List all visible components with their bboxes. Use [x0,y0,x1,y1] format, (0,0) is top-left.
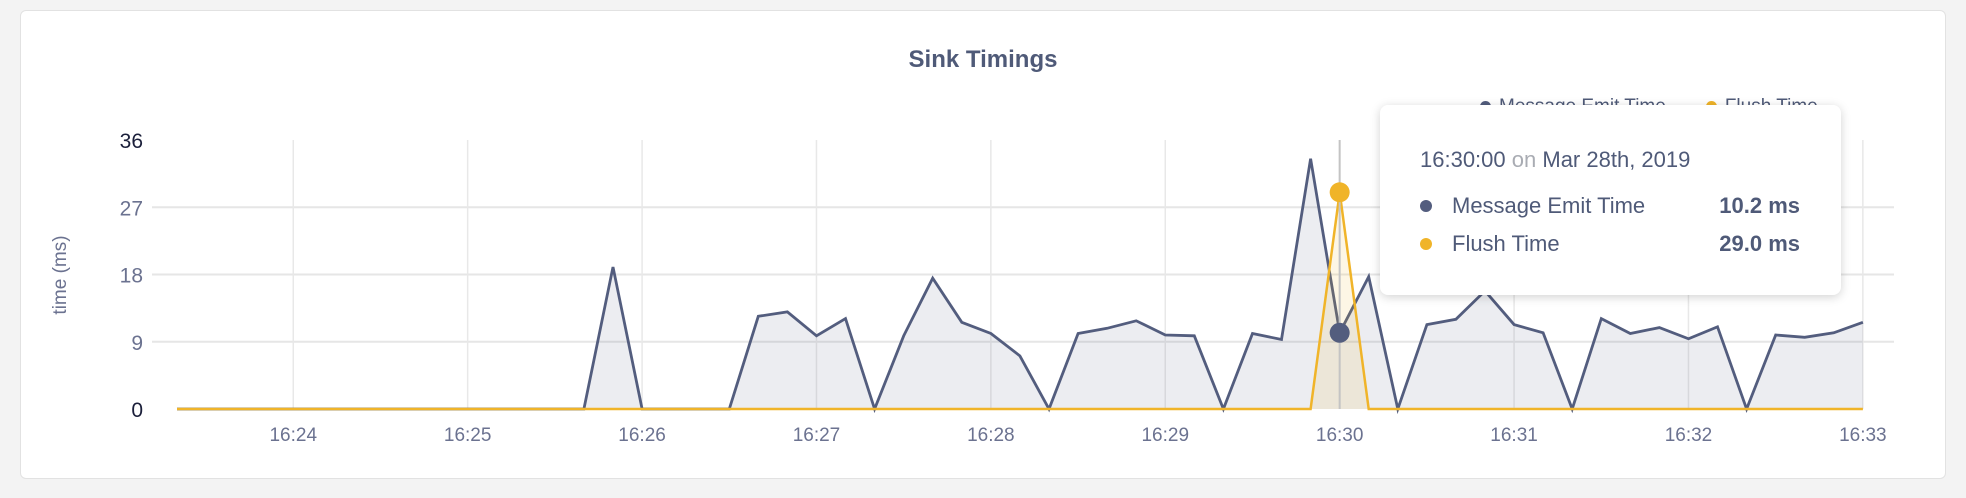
y-tick-label: 27 [120,197,143,220]
hover-point [1329,322,1350,343]
y-tick-label: 36 [120,130,143,153]
series-dot-icon [1420,200,1432,212]
y-tick-label: 0 [131,399,143,422]
series-dot-icon [1420,238,1432,250]
series-area [177,158,1863,409]
x-tick-label: 16:29 [1141,425,1189,446]
tooltip-row-flush-time: Flush Time 29.0 ms [1420,225,1841,263]
y-axis-label: time (ms) [50,235,71,314]
x-tick-label: 16:27 [793,425,841,446]
y-tick-label: 9 [131,332,143,355]
x-tick-label: 16:31 [1490,425,1538,446]
tooltip-time: 16:30:00 [1420,147,1506,172]
tooltip-on: on [1511,147,1537,172]
x-tick-label: 16:28 [967,425,1015,446]
tooltip-header: 16:30:00 on Mar 28th, 2019 [1420,147,1841,173]
x-tick-label: 16:24 [269,425,317,446]
series-line [177,192,1863,411]
tooltip: 16:30:00 on Mar 28th, 2019 Message Emit … [1380,105,1841,295]
x-tick-label: 16:32 [1665,425,1713,446]
x-tick-label: 16:26 [618,425,666,446]
y-tick-label: 18 [120,265,143,288]
tooltip-row-message-emit-time: Message Emit Time 10.2 ms [1420,187,1841,225]
tooltip-date: Mar 28th, 2019 [1542,147,1691,172]
tooltip-series-name: Message Emit Time [1452,193,1646,218]
tooltip-series-name: Flush Time [1452,231,1560,256]
chart-title: Sink Timings [908,46,1058,73]
x-tick-label: 16:33 [1839,425,1887,446]
tooltip-series-value: 10.2 ms [1719,193,1800,218]
hover-point [1329,182,1350,203]
tooltip-series-value: 29.0 ms [1719,231,1800,256]
x-tick-label: 16:30 [1316,425,1364,446]
x-tick-label: 16:25 [444,425,492,446]
